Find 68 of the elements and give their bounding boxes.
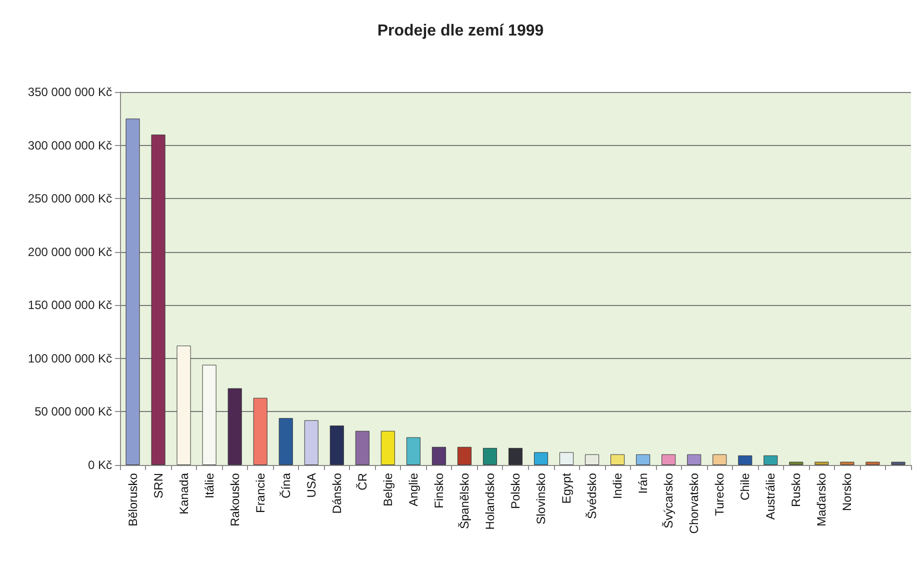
- bar: [891, 462, 906, 465]
- bar: [738, 455, 752, 465]
- x-tick-label: Turecko: [712, 472, 727, 516]
- x-tick-label: Rusko: [789, 472, 804, 508]
- x-tick-label: Slovinsko: [534, 472, 548, 524]
- x-tick-label: USA: [304, 473, 318, 498]
- x-tick-label: Švýcarsko: [662, 472, 676, 528]
- x-tick-label: Anglie: [406, 472, 420, 506]
- x-tick-label: Itálie: [202, 472, 216, 498]
- bar: [482, 448, 497, 465]
- bar: [636, 454, 650, 465]
- bar: [330, 426, 344, 465]
- x-tick-label: Francie: [253, 472, 268, 514]
- bar: [202, 364, 216, 465]
- bar: [508, 448, 523, 465]
- x-tick-label: Dánsko: [330, 472, 344, 514]
- bar: [228, 388, 242, 465]
- bar: [126, 118, 140, 465]
- x-tick-label: Švédsko: [585, 472, 600, 520]
- bar: [534, 452, 548, 465]
- bar: [406, 437, 420, 465]
- y-tick-label: 0 Kč: [88, 458, 112, 472]
- bar: [814, 462, 829, 465]
- y-tick-label: 300 000 000 Kč: [28, 138, 112, 152]
- x-tick-label: Finsko: [432, 472, 446, 508]
- bar: [355, 430, 370, 465]
- x-tick-label: Chorvatsko: [687, 472, 702, 534]
- bar: [662, 454, 676, 465]
- bar: [278, 418, 293, 465]
- bar: [176, 346, 191, 465]
- x-tick-label: Egypt: [560, 472, 574, 504]
- x-tick-label: Indie: [610, 472, 625, 500]
- y-tick-label: 100 000 000 Kč: [28, 351, 112, 366]
- x-tick-label: Norsko: [840, 472, 854, 512]
- bar: [687, 454, 702, 465]
- x-tick-label: Belgie: [380, 472, 395, 506]
- bar: [610, 454, 625, 465]
- bar: [560, 452, 574, 465]
- y-tick-label: 50 000 000 Kč: [34, 404, 112, 419]
- x-tick-label: Rakousko: [228, 472, 242, 526]
- x-tick-label: Austrálie: [764, 472, 778, 520]
- y-tick-label: 350 000 000 Kč: [28, 85, 112, 99]
- x-tick-label: SRN: [151, 473, 166, 498]
- y-tick-label: 250 000 000 Kč: [28, 192, 112, 206]
- bar: [866, 462, 880, 465]
- x-tick-label: Holandsko: [482, 472, 497, 530]
- x-tick-label: Čína: [278, 472, 293, 498]
- bar: [304, 420, 318, 465]
- bar: [789, 462, 804, 465]
- x-tick-label: Bělorusko: [126, 472, 140, 526]
- y-tick-label: 200 000 000 Kč: [28, 244, 112, 259]
- x-tick-label: Maďarsko: [814, 472, 829, 526]
- bar: [151, 134, 166, 465]
- x-tick-label: Kanada: [176, 472, 191, 514]
- bar: [764, 455, 778, 465]
- x-tick-label: Chile: [738, 472, 752, 500]
- bar: [253, 398, 268, 465]
- x-tick-label: Španělsko: [457, 472, 472, 530]
- bar: [712, 454, 727, 465]
- y-tick-label: 150 000 000 Kč: [28, 298, 112, 312]
- x-tick-label: Irán: [636, 473, 650, 494]
- bar: [380, 430, 395, 465]
- x-tick-label: Polsko: [508, 472, 522, 510]
- chart-title: Prodeje dle zemí 1999: [377, 22, 544, 40]
- x-tick-label: ČR: [355, 472, 370, 490]
- bar: [840, 462, 854, 465]
- bar: [457, 446, 472, 465]
- bar: [432, 446, 446, 465]
